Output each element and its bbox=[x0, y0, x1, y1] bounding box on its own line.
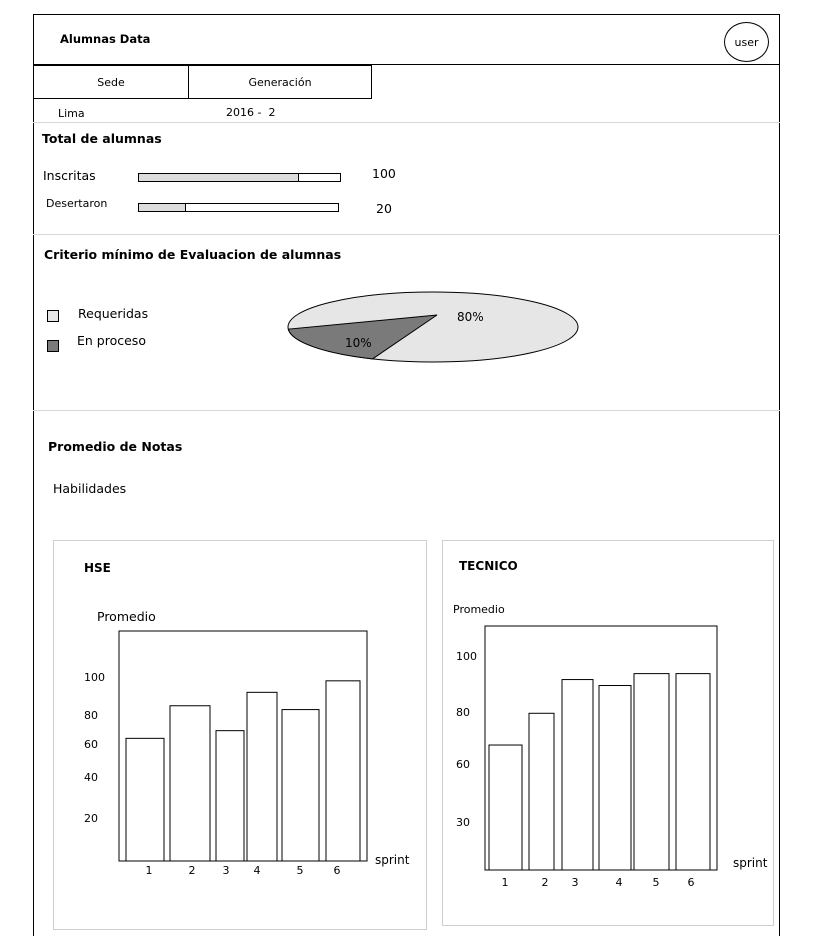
desertaron-bar bbox=[138, 203, 339, 212]
desertaron-value: 20 bbox=[376, 201, 392, 216]
hse-chart: HSE Promedio 100 80 60 40 20 1 2 3 4 5 6 sprint bbox=[84, 561, 410, 877]
desertaron-bar-fill bbox=[139, 204, 186, 211]
x-tick-label: 1 bbox=[146, 864, 153, 877]
bar-sprint-3 bbox=[215, 730, 245, 862]
criterio-title: Criterio mínimo de Evaluacion de alumnas bbox=[44, 247, 342, 262]
bar-sprint-1 bbox=[125, 737, 165, 862]
legend-requeridas-label: Requeridas bbox=[78, 306, 149, 321]
pie-chart: 80% 10% bbox=[287, 291, 579, 363]
x-tick-label: 2 bbox=[189, 864, 196, 877]
y-axis-label: Promedio bbox=[453, 603, 505, 616]
legend-requeridas-swatch bbox=[47, 310, 59, 322]
tab-generacion[interactable]: Generación bbox=[188, 65, 372, 99]
app-title: Alumnas Data bbox=[60, 32, 151, 46]
bar-sprint-3 bbox=[561, 679, 594, 871]
chart-title: TECNICO bbox=[459, 559, 518, 573]
header-divider bbox=[33, 64, 780, 65]
legend-en-proceso-swatch bbox=[47, 340, 59, 352]
bar-sprint-6 bbox=[325, 680, 361, 862]
y-tick-label: 60 bbox=[84, 738, 98, 751]
bar-sprint-1 bbox=[488, 744, 523, 871]
y-axis-label: Promedio bbox=[97, 609, 156, 624]
x-tick-label: 3 bbox=[223, 864, 230, 877]
chart-title: HSE bbox=[84, 561, 111, 575]
pie-slice-en-proceso bbox=[287, 314, 438, 360]
x-tick-label: 5 bbox=[653, 876, 660, 889]
x-tick-label: 6 bbox=[334, 864, 341, 877]
inscritas-value: 100 bbox=[372, 166, 396, 181]
pie-label-requeridas: 80% bbox=[457, 310, 484, 324]
inscritas-bar-fill bbox=[139, 174, 299, 181]
x-tick-label: 3 bbox=[572, 876, 579, 889]
x-axis-label: sprint bbox=[375, 853, 410, 867]
bar-sprint-4 bbox=[246, 691, 278, 862]
pie-label-en-proceso: 10% bbox=[345, 336, 372, 350]
x-tick-label: 6 bbox=[688, 876, 695, 889]
sede-value[interactable]: Lima bbox=[58, 107, 85, 120]
x-tick-label: 5 bbox=[297, 864, 304, 877]
bar-sprint-2 bbox=[169, 705, 211, 862]
bar-sprint-6 bbox=[675, 673, 711, 871]
desertaron-label: Desertaron bbox=[46, 197, 108, 210]
y-tick-label: 40 bbox=[84, 771, 98, 784]
x-tick-label: 1 bbox=[502, 876, 509, 889]
x-tick-label: 4 bbox=[616, 876, 623, 889]
bar-sprint-4 bbox=[598, 685, 632, 871]
inscritas-bar bbox=[138, 173, 341, 182]
y-tick-label: 100 bbox=[84, 671, 105, 684]
x-tick-label: 4 bbox=[254, 864, 261, 877]
promedio-title: Promedio de Notas bbox=[48, 439, 183, 454]
generacion-value[interactable]: 2016 - 2 bbox=[226, 106, 276, 119]
y-tick-label: 30 bbox=[456, 816, 470, 829]
tecnico-chart: TECNICO Promedio 100 80 60 30 1 2 3 4 5 6 sprint bbox=[453, 559, 768, 889]
inscritas-label: Inscritas bbox=[43, 168, 96, 183]
filters-divider bbox=[33, 122, 780, 123]
hse-panel bbox=[53, 540, 427, 930]
bar-sprint-5 bbox=[281, 709, 320, 862]
tab-sede[interactable]: Sede bbox=[33, 65, 189, 99]
y-tick-label: 80 bbox=[456, 706, 470, 719]
x-axis-label: sprint bbox=[733, 856, 768, 870]
y-tick-label: 60 bbox=[456, 758, 470, 771]
y-tick-label: 20 bbox=[84, 812, 98, 825]
criterio-divider bbox=[33, 410, 780, 411]
user-button[interactable]: user bbox=[724, 22, 769, 62]
bar-sprint-5 bbox=[633, 673, 670, 871]
total-title: Total de alumnas bbox=[42, 131, 162, 146]
y-tick-label: 80 bbox=[84, 709, 98, 722]
legend-en-proceso-label: En proceso bbox=[77, 333, 146, 348]
habilidades-subtitle: Habilidades bbox=[53, 481, 127, 496]
total-divider bbox=[33, 234, 780, 235]
x-tick-label: 2 bbox=[542, 876, 549, 889]
app-frame bbox=[33, 14, 780, 936]
y-tick-label: 100 bbox=[456, 650, 477, 663]
bar-sprint-2 bbox=[528, 712, 555, 871]
tecnico-panel bbox=[442, 540, 774, 926]
